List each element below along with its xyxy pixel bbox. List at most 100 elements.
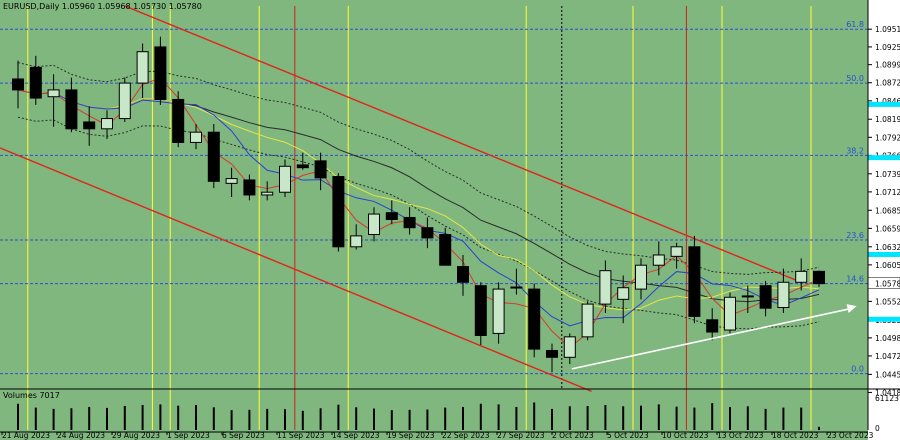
candle-body (29, 66, 42, 99)
fib-level-label: 0.0 (851, 365, 864, 374)
fib-level-label: 23.6 (846, 231, 864, 240)
price-tick-label: 1.06855 (875, 206, 900, 215)
time-tick-label: 1 Sep 2023 (167, 431, 210, 440)
time-tick-label: 18 Oct 2023 (772, 431, 819, 440)
ma-yellow-line (17, 89, 820, 311)
time-tick-label: 24 Aug 2023 (57, 431, 105, 440)
price-tick-label: 1.04985 (875, 334, 900, 343)
fib-level-label: 61.8 (846, 20, 864, 29)
candle-body (439, 234, 452, 266)
time-tick-label: 10 Oct 2023 (662, 431, 709, 440)
ma-red-line (17, 77, 820, 349)
candle-body (492, 288, 505, 334)
candle-body (528, 288, 541, 350)
candle-body (813, 270, 825, 285)
time-tick-label: 11 Sep 2023 (277, 431, 325, 440)
candle-body (741, 295, 754, 298)
time-tick-label: 14 Sep 2023 (332, 431, 380, 440)
candle-body (243, 179, 256, 196)
candle-body (759, 285, 772, 309)
candle-body (795, 270, 808, 283)
price-tick-label: 1.08725 (875, 79, 900, 88)
axis-cyan-marker (868, 251, 900, 257)
time-tick-label: 19 Sep 2023 (387, 431, 435, 440)
price-tick-label: 1.08990 (875, 61, 900, 70)
candle-body (421, 227, 434, 239)
price-tick-label: 1.09250 (875, 43, 900, 52)
candle-body (581, 303, 594, 338)
candle-body (65, 89, 78, 130)
candle-body (101, 118, 113, 130)
candle-body (296, 164, 309, 169)
time-tick-label: 13 Oct 2023 (717, 431, 764, 440)
candle-body (652, 254, 665, 266)
candle-body (706, 319, 719, 333)
candle-body (332, 176, 345, 248)
volume-zero-label: 0 (875, 424, 880, 433)
candle-body (12, 78, 24, 91)
fib-level-label: 38.2 (846, 146, 864, 155)
candle-body (635, 264, 647, 290)
time-tick-label: 22 Sep 2023 (442, 431, 490, 440)
price-tick-label: 1.04720 (875, 352, 900, 361)
channel-upper-line (124, 5, 802, 283)
time-tick-label: 6 Sep 2023 (222, 431, 265, 440)
envelope-upper-line (17, 62, 820, 275)
fib-level-label: 50.0 (846, 74, 864, 83)
candle-body (136, 51, 149, 84)
fib-level-label: 14.6 (846, 275, 864, 284)
candle-body (724, 296, 736, 331)
volume-indicator-label: Volumes 7017 (3, 391, 60, 400)
price-tick-label: 1.06590 (875, 224, 900, 233)
price-tick-label: 1.06320 (875, 243, 900, 252)
support-arrow-line (571, 307, 853, 370)
candle-body (225, 178, 238, 184)
chart-header: EURUSD,Daily 1.05960 1.05968 1.05730 1.0… (3, 2, 202, 11)
price-axis-background (868, 0, 900, 440)
price-tick-label: 1.06055 (875, 261, 900, 270)
candle-body (777, 281, 790, 309)
candle-body (190, 131, 202, 143)
candle-body (510, 286, 523, 289)
axis-cyan-marker (868, 155, 900, 161)
candle-body (670, 246, 683, 257)
time-tick-label: 27 Sep 2023 (497, 431, 545, 440)
price-tick-label: 1.07925 (875, 133, 900, 142)
price-tick-label: 1.09510 (875, 25, 900, 34)
time-tick-label: 2 Oct 2023 (552, 431, 594, 440)
ma-blue-line (17, 89, 820, 327)
price-tick-label: 1.08460 (875, 97, 900, 106)
candle-body (563, 336, 576, 358)
candle-body (118, 82, 131, 120)
candle-body (47, 89, 60, 98)
price-tick-label: 1.07125 (875, 188, 900, 197)
price-tick-label: 1.08190 (875, 115, 900, 124)
candle-body (314, 160, 327, 179)
candle-body (154, 46, 167, 100)
candle-body (83, 121, 96, 130)
candle-body (350, 235, 363, 248)
volume-max-label: 61123 (875, 394, 899, 403)
candle-body (403, 216, 416, 229)
price-tick-label: 1.04185 (875, 388, 900, 397)
time-tick-label: 29 Aug 2023 (112, 431, 160, 440)
current-price-label: 1.05780 (875, 280, 900, 289)
channel-lower-line (0, 147, 592, 393)
candle-body (617, 287, 630, 300)
candle-body (207, 131, 220, 182)
candle-body (688, 246, 701, 317)
candle-body (474, 285, 487, 336)
support-arrow-head (846, 304, 857, 313)
price-tick-label: 1.04450 (875, 370, 900, 379)
candle-body (172, 98, 185, 143)
time-tick-label: 21 Aug 2023 (2, 431, 50, 440)
candle-body (599, 270, 612, 305)
envelope-lower-line (17, 116, 820, 330)
candle-body (279, 165, 291, 193)
price-tick-label: 1.07390 (875, 170, 900, 179)
candle-body (261, 191, 274, 196)
axis-cyan-marker (868, 316, 900, 322)
candle-body (385, 212, 398, 221)
candle-body (457, 266, 469, 283)
